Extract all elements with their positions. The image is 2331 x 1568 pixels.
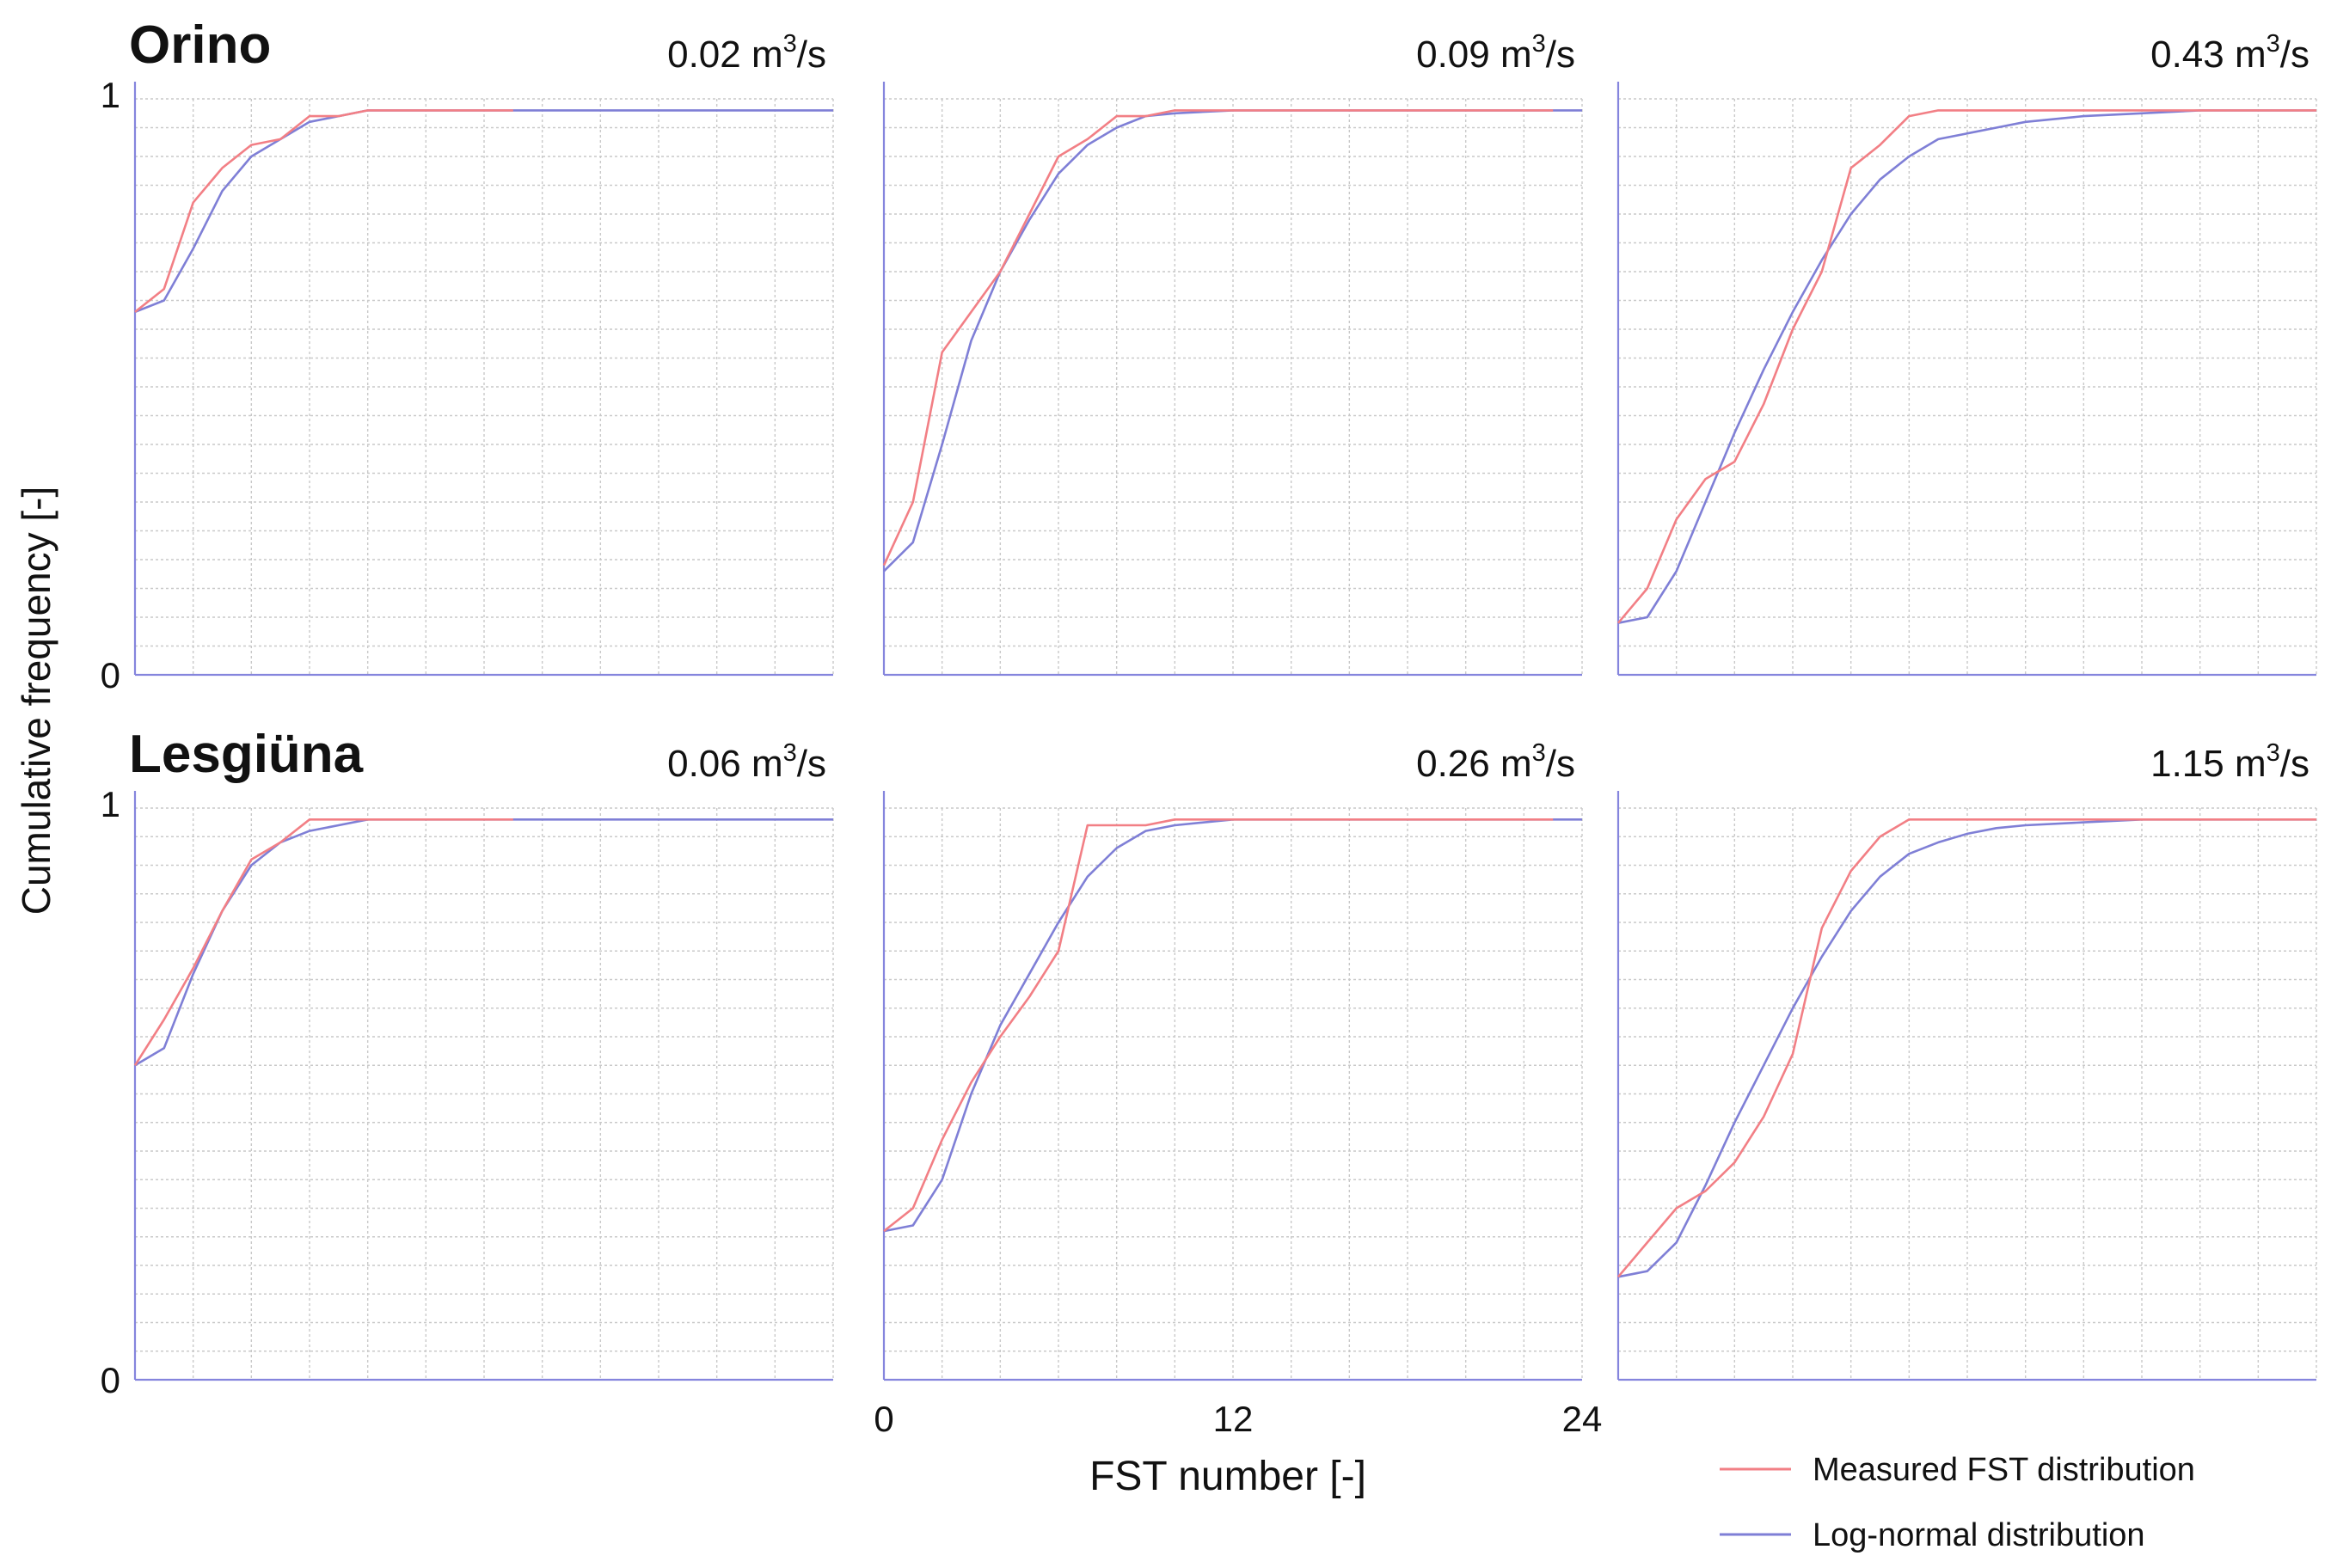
flow-value: 0.06 m [667,743,783,785]
flow-value: 0.02 m [667,34,783,76]
measured-series-line [882,109,1554,567]
grid [1618,98,2317,675]
grid [1618,807,2317,1380]
y-tick-label: 0 [101,655,120,695]
grid [884,807,1583,1380]
flow-value: 1.15 m [2150,743,2267,785]
grid [884,98,1583,675]
flow-rate-label: 0.26 m3/s [1416,739,1575,785]
lognormal-series-line [1617,109,2316,624]
flow-rate-label: 0.06 m3/s [667,739,826,785]
flow-exponent: 3 [2267,30,2280,58]
x-tick-label: 0 [874,1399,893,1439]
legend: Measured FST distribution Log-normal dist… [1720,1452,2195,1553]
flow-unit: /s [1546,743,1575,785]
flow-rate-label: 1.15 m3/s [2150,739,2310,785]
panel-4: 0 12 24 0.26 m3/s [874,739,1602,1439]
y-tick-label: 1 [101,784,120,824]
flow-exponent: 3 [783,30,797,58]
flow-rate-label: 0.09 m3/s [1416,30,1575,76]
flow-value: 0.26 m [1416,743,1532,785]
x-tick-label: 24 [1562,1399,1603,1439]
flow-exponent: 3 [2267,739,2280,767]
flow-unit: /s [797,34,826,76]
site-title: Orino [129,15,271,75]
flow-unit: /s [1546,34,1575,76]
site-title: Lesgiüna [129,725,364,784]
measured-series-line [883,818,1554,1233]
x-axis-label: FST number [-] [1089,1454,1366,1499]
flow-unit: /s [797,743,826,785]
flow-exponent: 3 [1532,30,1546,58]
y-axis-label: Cumulative frequency [-] [14,487,58,916]
flow-rate-label: 0.43 m3/s [2150,30,2310,76]
flow-value: 0.43 m [2150,34,2267,76]
flow-unit: /s [2280,743,2310,785]
measured-series-line [1617,109,2316,624]
flow-exponent: 3 [783,739,797,767]
grid [135,98,834,675]
panel-5: 1.15 m3/s [1616,739,2317,1381]
measured-series-line [134,109,513,313]
panel-2: 0.43 m3/s [1616,30,2317,677]
legend-label: Measured FST distribution [1813,1452,2195,1488]
panel-1: 0.09 m3/s [882,30,1583,677]
x-tick-label: 12 [1213,1399,1254,1439]
y-tick-label: 1 [101,75,120,115]
measured-series-line [133,818,513,1066]
y-tick-label: 0 [101,1360,120,1400]
flow-value: 0.09 m [1416,34,1532,76]
grid [135,807,834,1380]
legend-label: Log-normal distribution [1813,1517,2145,1553]
flow-unit: /s [2280,34,2310,76]
flow-rate-label: 0.02 m3/s [667,30,826,76]
flow-exponent: 3 [1532,739,1546,767]
measured-series-line [1617,818,2316,1278]
